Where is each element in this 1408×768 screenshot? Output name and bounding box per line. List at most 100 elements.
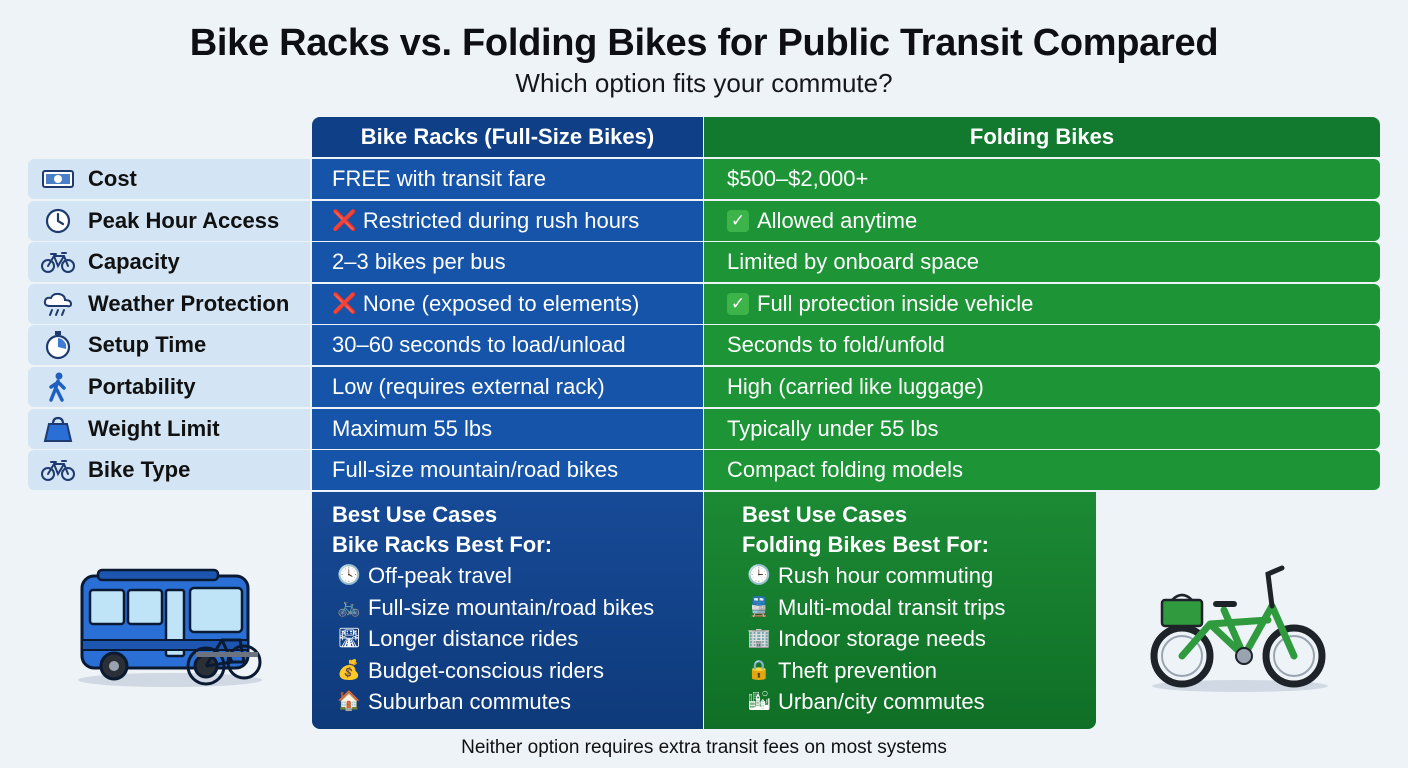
row-label: Peak Hour Access (28, 200, 310, 241)
table-row: Weather Protection ❌ None (exposed to elem… (0, 283, 1408, 324)
use-case-text: Rush hour commuting (778, 563, 994, 588)
folding-bikes-cell-text: Full protection inside vehicle (757, 290, 1034, 316)
bicycle-icon (38, 458, 78, 482)
building-icon: 🏢 (747, 628, 771, 649)
use-case-item: 🕓 Off-peak travel (332, 560, 703, 592)
folding-bike-illustration (1150, 565, 1328, 692)
row-label: Capacity (28, 242, 310, 283)
bike-racks-cell-text: 2–3 bikes per bus (332, 249, 506, 275)
use-cases-heading: Best Use Cases (742, 502, 908, 527)
row-label-text: Cost (88, 166, 137, 191)
use-cases-bike-racks: Best Use Cases Bike Racks Best For: 🕓 Off… (312, 492, 703, 729)
cross-icon: ❌ (332, 293, 357, 316)
bike-racks-cell-text: Full-size mountain/road bikes (332, 457, 619, 483)
folding-bikes-cell: ✓ Full protection inside vehicle (704, 283, 1380, 324)
row-label-text: Weight Limit (88, 415, 220, 441)
use-cases-folding-bikes: Best Use Cases Folding Bikes Best For: 🕒… (704, 492, 1096, 729)
cash-icon (38, 168, 78, 190)
clock-icon: 🕓 (337, 565, 361, 586)
bike-racks-cell: Full-size mountain/road bikes (312, 450, 703, 491)
weight-icon (38, 415, 78, 443)
use-case-text: Off-peak travel (368, 563, 512, 588)
table-row: Weight Limit Maximum 55 lbs Typically unde… (0, 408, 1408, 449)
bike-racks-cell: ❌ None (exposed to elements) (312, 283, 703, 324)
use-case-item: 🏙 Urban/city commutes (742, 686, 1096, 718)
folding-bikes-cell: Compact folding models (704, 450, 1380, 491)
use-case-text: Suburban commutes (368, 689, 571, 714)
road-icon: 🛣 (336, 628, 362, 649)
row-label: Cost (28, 159, 310, 199)
row-label: Portability (28, 367, 310, 407)
row-label-text: Setup Time (88, 332, 207, 358)
clock-icon: 🕒 (747, 565, 771, 586)
use-case-text: Budget-conscious riders (368, 657, 605, 683)
use-case-item: 🚆 Multi-modal transit trips (742, 592, 1096, 624)
folding-bikes-cell: $500–$2,000+ (704, 159, 1380, 199)
footer-note: Neither option requires extra transit fe… (461, 737, 947, 758)
bike-racks-cell: FREE with transit fare (312, 159, 703, 199)
table-row: Bike Type Full-size mountain/road bikes Co… (0, 450, 1408, 491)
folding-bikes-cell-text: Seconds to fold/unfold (727, 332, 945, 358)
row-label-text: Capacity (88, 249, 180, 275)
lock-icon: 🔒 (747, 659, 771, 681)
row-label: Weather Protection (28, 283, 310, 324)
use-case-text: Multi-modal transit trips (778, 594, 1006, 620)
use-case-item: 🛣 Longer distance rides (332, 623, 703, 655)
bike-racks-cell-text: FREE with transit fare (332, 166, 546, 191)
use-case-text: Longer distance rides (368, 626, 579, 651)
row-label-text: Portability (88, 374, 196, 399)
folding-bikes-cell: Seconds to fold/unfold (704, 325, 1380, 366)
train-icon: 🚆 (747, 596, 771, 618)
use-case-item: 🕒 Rush hour commuting (742, 560, 1096, 592)
bike-racks-cell: 2–3 bikes per bus (312, 242, 703, 283)
folding-bikes-cell-text: $500–$2,000+ (727, 166, 869, 191)
bike-racks-cell: Low (requires external rack) (312, 367, 703, 407)
use-case-item: 🔒 Theft prevention (742, 655, 1096, 687)
cross-icon: ❌ (332, 210, 357, 233)
use-case-text: Urban/city commutes (778, 689, 985, 714)
column-header-bike-racks: Bike Racks (Full-Size Bikes) (312, 117, 703, 157)
use-case-item: 🏠 Suburban commutes (332, 686, 703, 718)
bike-racks-cell-text: Restricted during rush hours (362, 207, 640, 233)
bike-racks-cell: ❌ Restricted during rush hours (312, 200, 703, 241)
table-row: Cost FREE with transit fare $500–$2,000+ (0, 159, 1408, 199)
folding-bikes-cell-text: Limited by onboard space (727, 249, 979, 275)
row-label-text: Peak Hour Access (88, 207, 280, 233)
folding-bikes-cell-text: Allowed anytime (757, 207, 918, 233)
check-icon: ✓ (727, 209, 749, 232)
bike-racks-cell-text: 30–60 seconds to load/unload (332, 332, 626, 358)
check-icon: ✓ (727, 292, 749, 315)
folding-bikes-cell-text: High (carried like luggage) (727, 374, 984, 399)
use-case-text: Full-size mountain/road bikes (368, 594, 655, 620)
use-cases-heading: Best Use Cases (332, 502, 498, 527)
row-label: Bike Type (28, 450, 310, 491)
clock-icon (38, 207, 78, 235)
folding-bikes-cell-text: Compact folding models (727, 457, 964, 483)
city-icon: 🏙 (746, 691, 772, 712)
bike-racks-cell-text: Low (requires external rack) (332, 374, 605, 399)
row-label: Weight Limit (28, 408, 310, 449)
money-bag-icon: 💰 (337, 659, 361, 681)
folding-bikes-cell: Limited by onboard space (704, 242, 1380, 283)
row-label-text: Weather Protection (88, 290, 290, 316)
page-title: Bike Racks vs. Folding Bikes for Public … (189, 22, 1219, 64)
row-label-text: Bike Type (88, 457, 191, 483)
use-case-text: Indoor storage needs (778, 626, 986, 651)
table-row: Portability Low (requires external rack) H… (0, 367, 1408, 407)
bike-racks-cell: 30–60 seconds to load/unload (312, 325, 703, 366)
use-case-text: Theft prevention (778, 657, 937, 683)
folding-bikes-cell: ✓ Allowed anytime (704, 200, 1380, 241)
folding-bikes-cell: Typically under 55 lbs (704, 408, 1380, 449)
table-row: Setup Time 30–60 seconds to load/unload Se… (0, 325, 1408, 366)
bike-racks-cell-text: Maximum 55 lbs (332, 415, 493, 441)
use-cases-subheading: Bike Racks Best For: (332, 532, 553, 557)
use-case-item: 🏢 Indoor storage needs (742, 623, 1096, 655)
rain-cloud-icon (38, 291, 78, 317)
house-icon: 🏠 (337, 691, 361, 712)
use-case-item: 🚲 Full-size mountain/road bikes (332, 592, 703, 624)
table-row: Peak Hour Access ❌ Restricted during rush … (0, 200, 1408, 241)
stopwatch-icon (38, 330, 78, 360)
use-cases-subheading: Folding Bikes Best For: (742, 532, 989, 557)
column-header-folding-bikes: Folding Bikes (704, 117, 1380, 157)
row-label: Setup Time (28, 325, 310, 366)
